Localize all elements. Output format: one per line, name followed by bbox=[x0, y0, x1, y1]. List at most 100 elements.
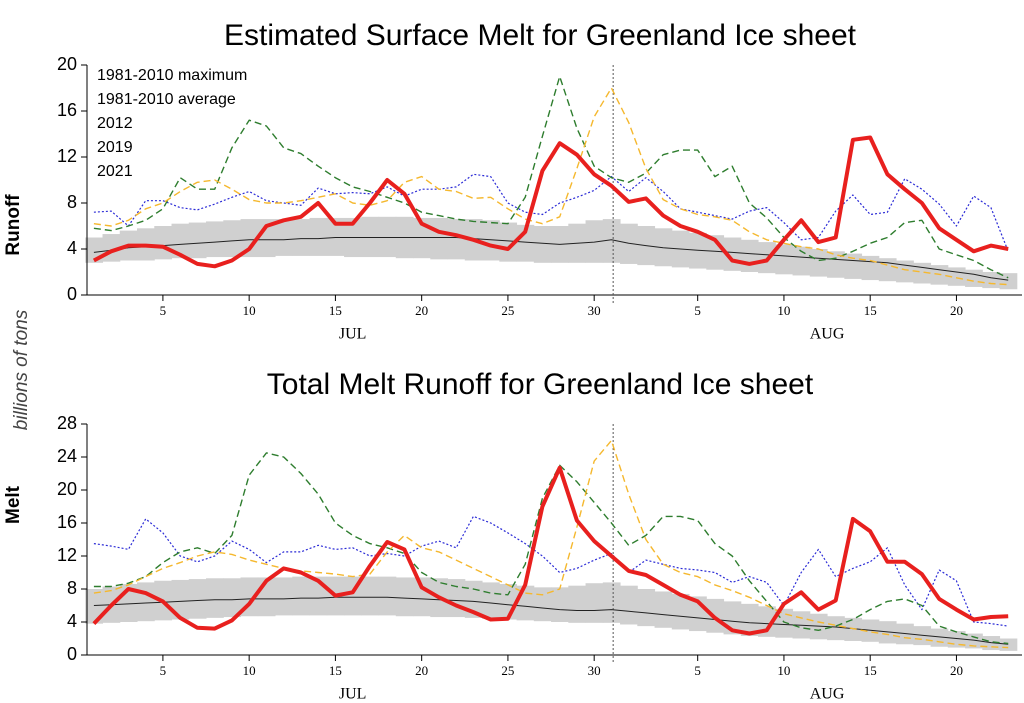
range-band bbox=[361, 576, 380, 616]
series-line bbox=[93, 237, 1009, 281]
x-tick-label: 25 bbox=[501, 303, 514, 318]
x-tick-label: 30 bbox=[588, 663, 601, 678]
range-band bbox=[620, 585, 638, 625]
range-band bbox=[654, 228, 673, 267]
range-band bbox=[878, 258, 897, 282]
range-band bbox=[154, 226, 173, 260]
x-tick-label: 15 bbox=[329, 303, 342, 318]
legend-entry: 2021 bbox=[97, 163, 133, 180]
range-band bbox=[223, 578, 242, 618]
range-band bbox=[930, 628, 949, 647]
x-tick-label: 25 bbox=[501, 663, 514, 678]
range-band bbox=[827, 616, 845, 641]
series-line bbox=[93, 452, 1009, 645]
x-tick-label: 15 bbox=[864, 303, 877, 318]
x-tick-label: 20 bbox=[415, 663, 428, 678]
range-band bbox=[171, 223, 190, 259]
y-tick-label: 24 bbox=[57, 446, 77, 466]
range-band bbox=[533, 226, 552, 263]
y-tick-label: 20 bbox=[57, 54, 77, 74]
y-tick-label: 20 bbox=[57, 479, 77, 499]
range-band bbox=[965, 633, 983, 649]
series-line bbox=[93, 75, 1009, 279]
shared-y-axis-label: billions of tons bbox=[11, 309, 32, 430]
range-band bbox=[740, 603, 759, 637]
y-tick-label: 16 bbox=[57, 512, 77, 532]
range-band bbox=[85, 589, 104, 624]
y-tick-label: 16 bbox=[57, 100, 77, 120]
y-tick-label: 0 bbox=[67, 644, 77, 664]
range-band bbox=[206, 578, 224, 618]
x-tick-label: 20 bbox=[950, 663, 963, 678]
x-tick-label: 20 bbox=[415, 303, 428, 318]
range-band bbox=[430, 217, 449, 260]
series-line bbox=[93, 439, 1009, 649]
y-tick-label: 12 bbox=[57, 146, 77, 166]
legend-entry: 1981-2010 average bbox=[97, 91, 236, 108]
x-tick-label: 5 bbox=[160, 663, 167, 678]
range-band bbox=[482, 220, 500, 261]
x-tick-label: 5 bbox=[694, 303, 701, 318]
month-label: AUG bbox=[810, 326, 845, 343]
month-label: JUL bbox=[339, 686, 367, 703]
range-band bbox=[292, 576, 311, 616]
range-band bbox=[188, 579, 207, 619]
range-band bbox=[413, 577, 431, 617]
x-tick-label: 15 bbox=[864, 663, 877, 678]
month-label: JUL bbox=[339, 326, 367, 343]
range-band bbox=[309, 217, 328, 256]
chart-title: Total Melt Runoff for Greenland Ice shee… bbox=[267, 368, 814, 401]
range-band bbox=[585, 220, 604, 263]
month-label: AUG bbox=[810, 686, 845, 703]
range-band bbox=[240, 219, 259, 258]
y-axis-label: Runoff bbox=[3, 194, 24, 256]
range-band bbox=[792, 246, 811, 276]
range-band bbox=[637, 589, 656, 627]
range-band bbox=[585, 583, 604, 623]
series-line bbox=[92, 135, 1009, 269]
series-line bbox=[93, 515, 1009, 627]
range-band bbox=[223, 220, 242, 258]
range-band bbox=[896, 260, 914, 283]
range-band bbox=[395, 577, 414, 617]
x-tick-label: 10 bbox=[777, 663, 790, 678]
range-band bbox=[275, 577, 293, 616]
range-band bbox=[844, 253, 863, 279]
range-band bbox=[447, 579, 466, 618]
x-tick-label: 5 bbox=[694, 663, 701, 678]
range-band bbox=[999, 638, 1018, 651]
x-tick-label: 10 bbox=[777, 303, 790, 318]
range-band bbox=[602, 219, 621, 263]
legend-entry: 2019 bbox=[97, 139, 133, 156]
series-line bbox=[93, 173, 1009, 252]
range-band bbox=[671, 593, 690, 630]
range-band bbox=[827, 251, 845, 278]
range-band bbox=[965, 269, 983, 287]
range-band bbox=[188, 222, 207, 259]
y-tick-label: 8 bbox=[67, 578, 77, 598]
range-band bbox=[533, 587, 552, 622]
range-band bbox=[844, 617, 863, 641]
range-band bbox=[568, 585, 587, 623]
range-band bbox=[292, 219, 311, 256]
x-tick-label: 15 bbox=[329, 663, 342, 678]
y-tick-label: 4 bbox=[67, 238, 77, 258]
y-tick-label: 28 bbox=[57, 413, 77, 433]
y-tick-label: 4 bbox=[67, 611, 77, 631]
chart-title: Estimated Surface Melt for Greenland Ice… bbox=[224, 19, 857, 52]
range-band bbox=[171, 579, 190, 620]
y-tick-label: 12 bbox=[57, 545, 77, 565]
range-band bbox=[499, 222, 518, 262]
legend-entry: 2012 bbox=[97, 115, 133, 132]
range-band bbox=[361, 216, 380, 258]
series-line bbox=[93, 87, 1009, 286]
range-band bbox=[689, 232, 707, 269]
x-tick-label: 10 bbox=[243, 303, 256, 318]
range-band bbox=[447, 219, 466, 260]
y-tick-label: 8 bbox=[67, 192, 77, 212]
range-band bbox=[654, 591, 673, 628]
range-band bbox=[378, 216, 397, 258]
x-tick-label: 5 bbox=[160, 303, 167, 318]
range-band bbox=[482, 582, 500, 619]
